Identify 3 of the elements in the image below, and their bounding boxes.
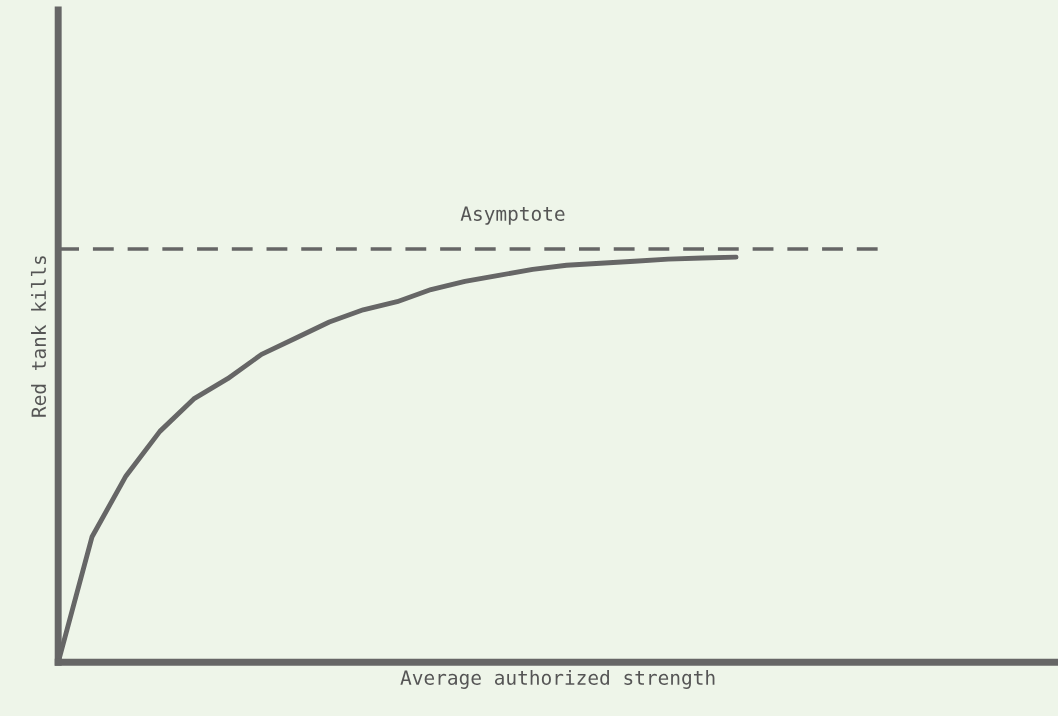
y-axis-title: Red tank kills	[30, 256, 47, 417]
ref-line-label: Asymptote	[460, 206, 565, 225]
x-axis-title: Average authorized strength	[400, 669, 715, 689]
